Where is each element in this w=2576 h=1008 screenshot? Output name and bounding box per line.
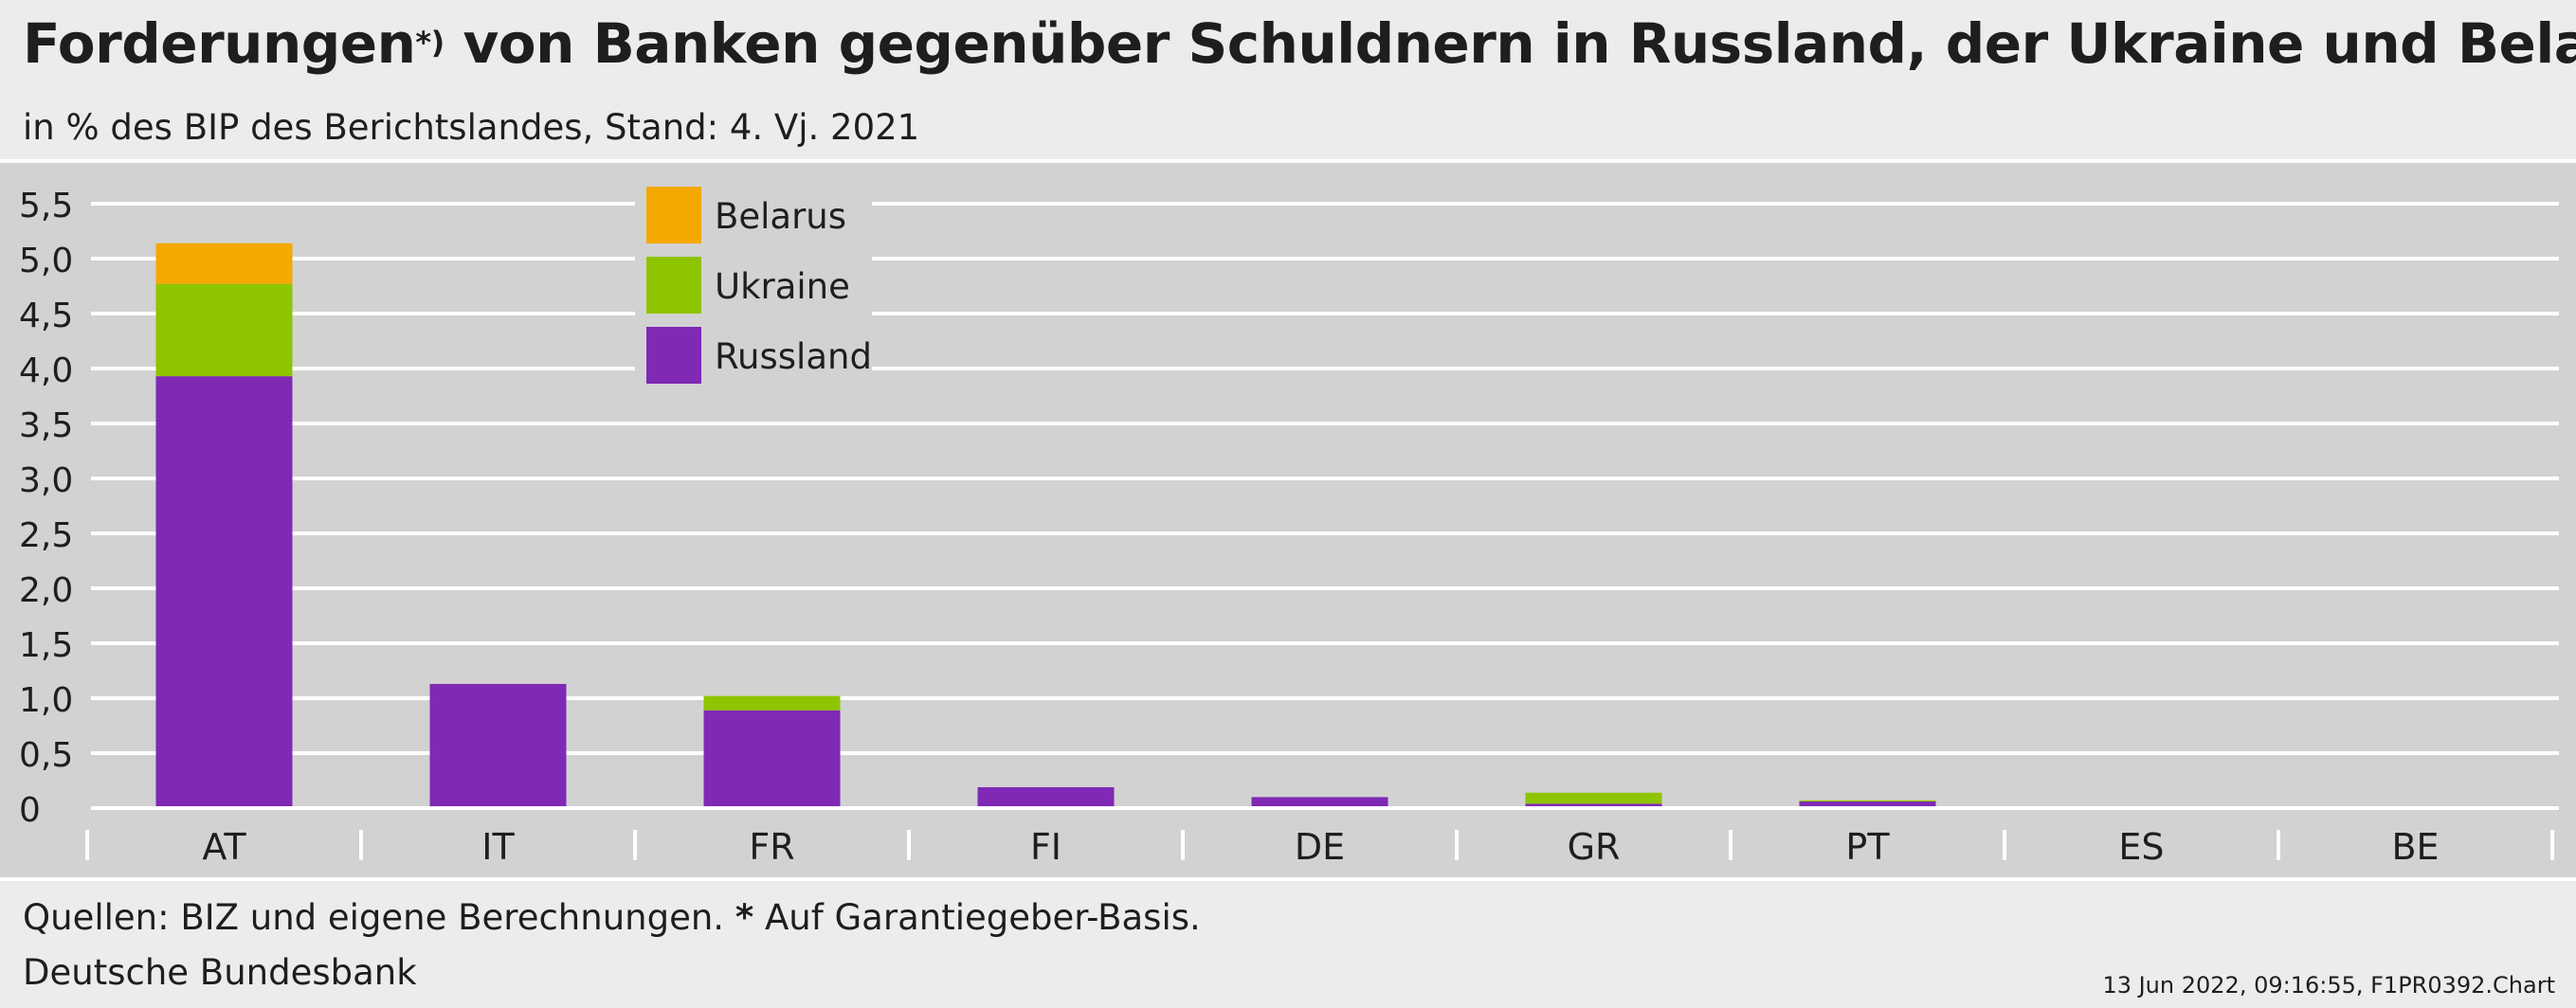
bar-russland-pt [1799, 801, 1936, 808]
title-rest: von Banken gegenüber Schuldnern in Russl… [444, 11, 2576, 76]
y-tick-label: 0,5 [19, 736, 73, 775]
x-tick-label: FR [749, 826, 794, 868]
legend-label-russland: Russland [715, 336, 872, 377]
y-tick-label: 0 [19, 791, 41, 830]
y-tick-label: 3,0 [19, 461, 73, 500]
legend-label-belarus: Belarus [715, 196, 846, 237]
bar-russland-fr [703, 710, 841, 808]
x-tick-label: IT [481, 826, 515, 868]
y-tick-label: 5,5 [19, 187, 73, 225]
source-note: Quellen: BIZ und eigene Berechnungen. * … [23, 894, 1201, 942]
bar-russland-de [1251, 797, 1388, 808]
bar-russland-fi [977, 786, 1115, 808]
x-tick-label: AT [202, 826, 246, 868]
plot-area-background [0, 161, 2576, 879]
y-tick-label: 1,5 [19, 626, 73, 665]
legend-swatch-russland [646, 327, 701, 384]
divider-bottom [0, 877, 2576, 881]
title-footnote-mark: *) [415, 25, 444, 61]
x-tick-label: PT [1845, 826, 1890, 868]
source-note-text: Auf Garantiegeber-Basis. [753, 897, 1201, 938]
bar-belarus-at [155, 243, 293, 284]
title-main: Forderungen [23, 11, 416, 76]
y-tick-label: 3,5 [19, 406, 73, 445]
x-tick-label: FI [1030, 826, 1061, 868]
chart-subtitle: in % des BIP des Berichtslandes, Stand: … [23, 107, 920, 148]
y-tick-label: 4,5 [19, 297, 73, 335]
bar-russland-at [155, 376, 293, 808]
chart-title: Forderungen*) von Banken gegenüber Schul… [23, 6, 2576, 90]
y-tick-label: 4,0 [19, 351, 73, 390]
legend-swatch-ukraine [646, 257, 701, 314]
publisher: Deutsche Bundesbank [23, 952, 417, 993]
legend-swatch-belarus [646, 187, 701, 243]
x-tick-label: GR [1568, 826, 1621, 868]
legend-label-ukraine: Ukraine [715, 266, 850, 307]
source-text: Quellen: BIZ und eigene Berechnungen. [23, 897, 735, 938]
y-tick-label: 1,0 [19, 681, 73, 720]
y-tick-label: 2,0 [19, 571, 73, 610]
bar-russland-it [429, 683, 567, 808]
x-tick-label: BE [2391, 826, 2439, 868]
y-tick-label: 2,5 [19, 516, 73, 555]
bar-ukraine-gr [1525, 792, 1662, 804]
divider-top [0, 159, 2576, 163]
bar-russland-gr [1525, 803, 1662, 808]
timestamp: 13 Jun 2022, 09:16:55, F1PR0392.Chart [2102, 972, 2555, 999]
bar-ukraine-at [155, 283, 293, 377]
bar-ukraine-fr [703, 695, 841, 711]
y-tick-label: 5,0 [19, 242, 73, 280]
x-tick-label: DE [1295, 826, 1345, 868]
source-star: * [735, 897, 754, 938]
x-tick-label: ES [2118, 826, 2164, 868]
